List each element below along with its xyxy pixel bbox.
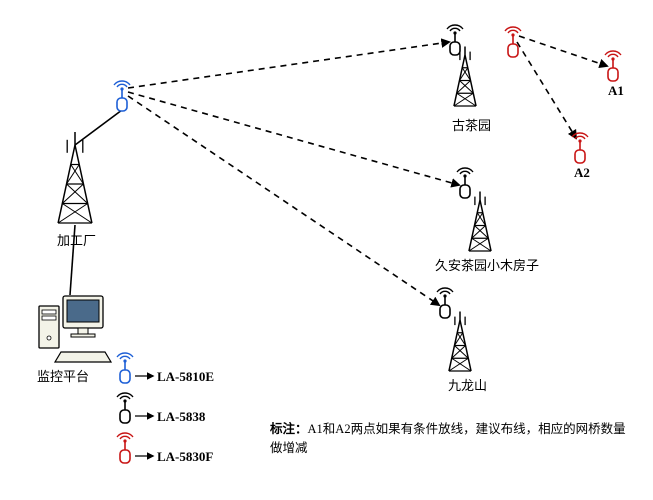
legend-label-LA-5810E: LA-5810E [157, 369, 214, 385]
link-top_red-a1 [519, 36, 607, 66]
node-a1 [605, 51, 621, 81]
node-computer [39, 296, 111, 362]
legend-label-LA-5838: LA-5838 [157, 409, 205, 425]
node-top_mid [447, 25, 463, 55]
legend-LA-5830F [117, 433, 153, 463]
legend-LA-5838 [117, 393, 153, 423]
node-top_red [505, 27, 521, 57]
footnote-text: A1和A2两点如果有条件放线，建议布线，相应的网桥数量做增减 [270, 422, 626, 455]
footnote: 标注：A1和A2两点如果有条件放线，建议布线，相应的网桥数量做增减 [270, 420, 630, 458]
link-hub_bridge-top_mid [128, 42, 449, 88]
footnote-prefix: 标注： [270, 422, 308, 436]
label-guchayuan_tower: 古茶园 [452, 115, 491, 134]
legend-LA-5810E [117, 353, 153, 383]
node-jls_tower [449, 312, 471, 372]
legend-label-LA-5830F: LA-5830F [157, 449, 213, 465]
label-hub_tower: 加工厂 [57, 230, 96, 249]
node-hub_tower [58, 132, 92, 223]
node-a2 [572, 133, 588, 163]
label-jls_tower: 九龙山 [448, 375, 487, 394]
node-hub_bridge [114, 81, 130, 111]
label-jiuan_tower: 久安茶园小木房子 [435, 255, 539, 274]
label-computer: 监控平台 [37, 366, 89, 385]
link-top_red-a2 [517, 42, 576, 138]
link-hub_bridge-jls_bridge [128, 96, 439, 305]
link-hub_bridge-mid_bridge [128, 92, 459, 185]
label-a1: A1 [608, 83, 624, 99]
label-a2: A2 [574, 165, 590, 181]
node-jls_bridge [437, 288, 453, 318]
node-jiuan_tower [469, 192, 491, 252]
link-hub_tower-hub_bridge [75, 110, 122, 145]
node-mid_bridge [457, 168, 473, 198]
